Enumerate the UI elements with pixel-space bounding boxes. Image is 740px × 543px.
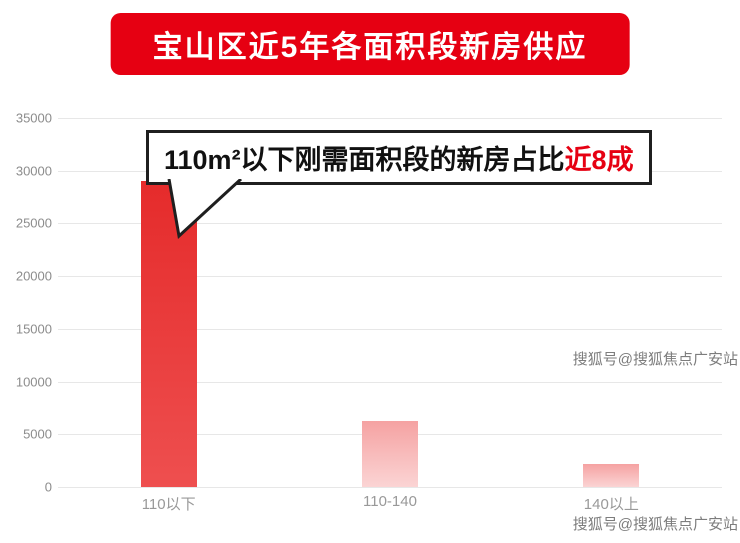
x-axis-labels: 110以下 110-140 140以上 xyxy=(58,493,722,514)
x-axis-label: 110以下 xyxy=(141,496,196,513)
y-axis-tick-label: 15000 xyxy=(15,321,52,337)
callout-highlight: 近8成 xyxy=(564,145,634,175)
gridline xyxy=(58,487,722,488)
bar-140以上 xyxy=(583,463,640,487)
bar-cell xyxy=(279,118,500,487)
gridline xyxy=(58,381,722,383)
gridline xyxy=(58,118,722,119)
y-axis-tick-label: 10000 xyxy=(15,374,52,390)
y-axis-tick-label: 35000 xyxy=(15,110,52,126)
bar-110-140 xyxy=(361,420,418,487)
watermark-middle: 搜狐号@搜狐焦点广安站 xyxy=(572,351,738,368)
chart-title-banner: 宝山区近5年各面积段新房供应 xyxy=(110,13,630,75)
x-axis-label: 110-140 xyxy=(363,493,417,510)
gridline xyxy=(58,276,722,278)
y-axis-tick-label: 30000 xyxy=(15,163,52,179)
y-axis-tick-label: 5000 xyxy=(23,426,52,442)
callout-annotation: 110m²以下刚需面积段的新房占比近8成 xyxy=(146,130,652,239)
bar-110以下 xyxy=(140,181,197,487)
callout-text: 110m²以下刚需面积段的新房占比 xyxy=(164,145,565,175)
plot-area: 35000 30000 25000 20000 15000 10000 5000 0 xyxy=(16,111,722,495)
y-axis-tick-label: 20000 xyxy=(15,268,52,284)
bars-container xyxy=(58,118,722,487)
gridline xyxy=(58,223,722,225)
chart-title: 宝山区近5年各面积段新房供应 xyxy=(152,31,588,64)
callout-tail-shape xyxy=(167,177,243,239)
callout-tail xyxy=(167,177,243,239)
y-axis-tick-label: 25000 xyxy=(15,215,52,231)
watermark-bottom: 搜狐号@搜狐焦点广安站 xyxy=(572,516,738,533)
gridline xyxy=(58,328,722,330)
x-axis-label: 140以上 xyxy=(583,496,639,513)
bar-cell xyxy=(58,118,279,487)
y-axis-tick-label: 0 xyxy=(44,479,52,495)
bar-cell xyxy=(501,118,722,487)
